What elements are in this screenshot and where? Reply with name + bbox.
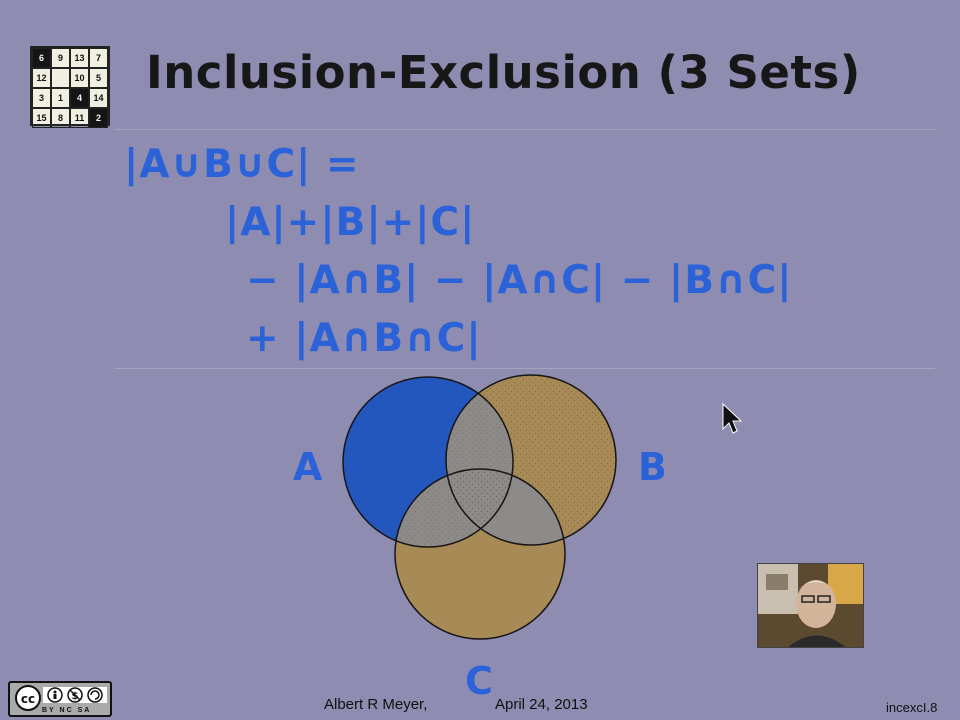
formula-line-4: + |A∩B∩C| bbox=[246, 316, 482, 361]
license-sublabel: BY NC SA bbox=[42, 707, 92, 714]
license-icons: cc $ bbox=[15, 685, 107, 711]
set-a-outline bbox=[342, 376, 514, 548]
puzzle-cell: 6 bbox=[32, 48, 51, 68]
venn-label-c: C bbox=[465, 659, 493, 703]
puzzle-cell: 5 bbox=[89, 68, 108, 88]
set-b-outline bbox=[445, 374, 617, 546]
venn-label-b: B bbox=[638, 445, 667, 489]
webcam-image bbox=[758, 564, 863, 647]
slide-title: Inclusion-Exclusion (3 Sets) bbox=[146, 46, 861, 99]
puzzle-cell: 12 bbox=[32, 68, 51, 88]
cc-by-nc-sa-badge: cc $ BY NC SA bbox=[8, 681, 112, 717]
divider-bottom bbox=[115, 368, 935, 369]
puzzle-cell-empty bbox=[51, 68, 70, 88]
puzzle-cell: 7 bbox=[89, 48, 108, 68]
venn-label-a: A bbox=[293, 445, 323, 489]
formula-line-1: |A∪B∪C| = bbox=[124, 142, 360, 187]
formula-line-2: |A|+|B|+|C| bbox=[225, 200, 476, 245]
mouse-pointer-icon bbox=[722, 403, 742, 434]
overlap-texture bbox=[395, 469, 513, 547]
svg-text:cc: cc bbox=[21, 692, 35, 706]
puzzle-cell: 4 bbox=[70, 88, 89, 108]
puzzle-cell: 2 bbox=[89, 108, 108, 128]
webcam-video-thumbnail bbox=[757, 563, 864, 648]
footer-author: Albert R Meyer, bbox=[324, 696, 428, 713]
divider-top bbox=[115, 129, 935, 130]
set-c-outline bbox=[394, 468, 566, 640]
puzzle-cell: 10 bbox=[70, 68, 89, 88]
puzzle-cell: 11 bbox=[70, 108, 89, 128]
footer-date: April 24, 2013 bbox=[495, 696, 588, 713]
puzzle-cell: 3 bbox=[32, 88, 51, 108]
overlap-b-c bbox=[446, 469, 565, 545]
puzzle-cell: 8 bbox=[51, 108, 70, 128]
puzzle-cell: 1 bbox=[51, 88, 70, 108]
footer-slide-id: incexcI.8 bbox=[886, 700, 938, 715]
puzzle-cell: 13 bbox=[70, 48, 89, 68]
formula-line-3: − |A∩B| − |A∩C| − |B∩C| bbox=[246, 258, 793, 303]
fifteen-puzzle-logo: 6 9 13 7 12 10 5 3 1 4 14 15 8 11 2 bbox=[30, 46, 110, 128]
puzzle-cell: 14 bbox=[89, 88, 108, 108]
puzzle-cell: 15 bbox=[32, 108, 51, 128]
svg-text:$: $ bbox=[72, 691, 79, 702]
puzzle-cell: 9 bbox=[51, 48, 70, 68]
